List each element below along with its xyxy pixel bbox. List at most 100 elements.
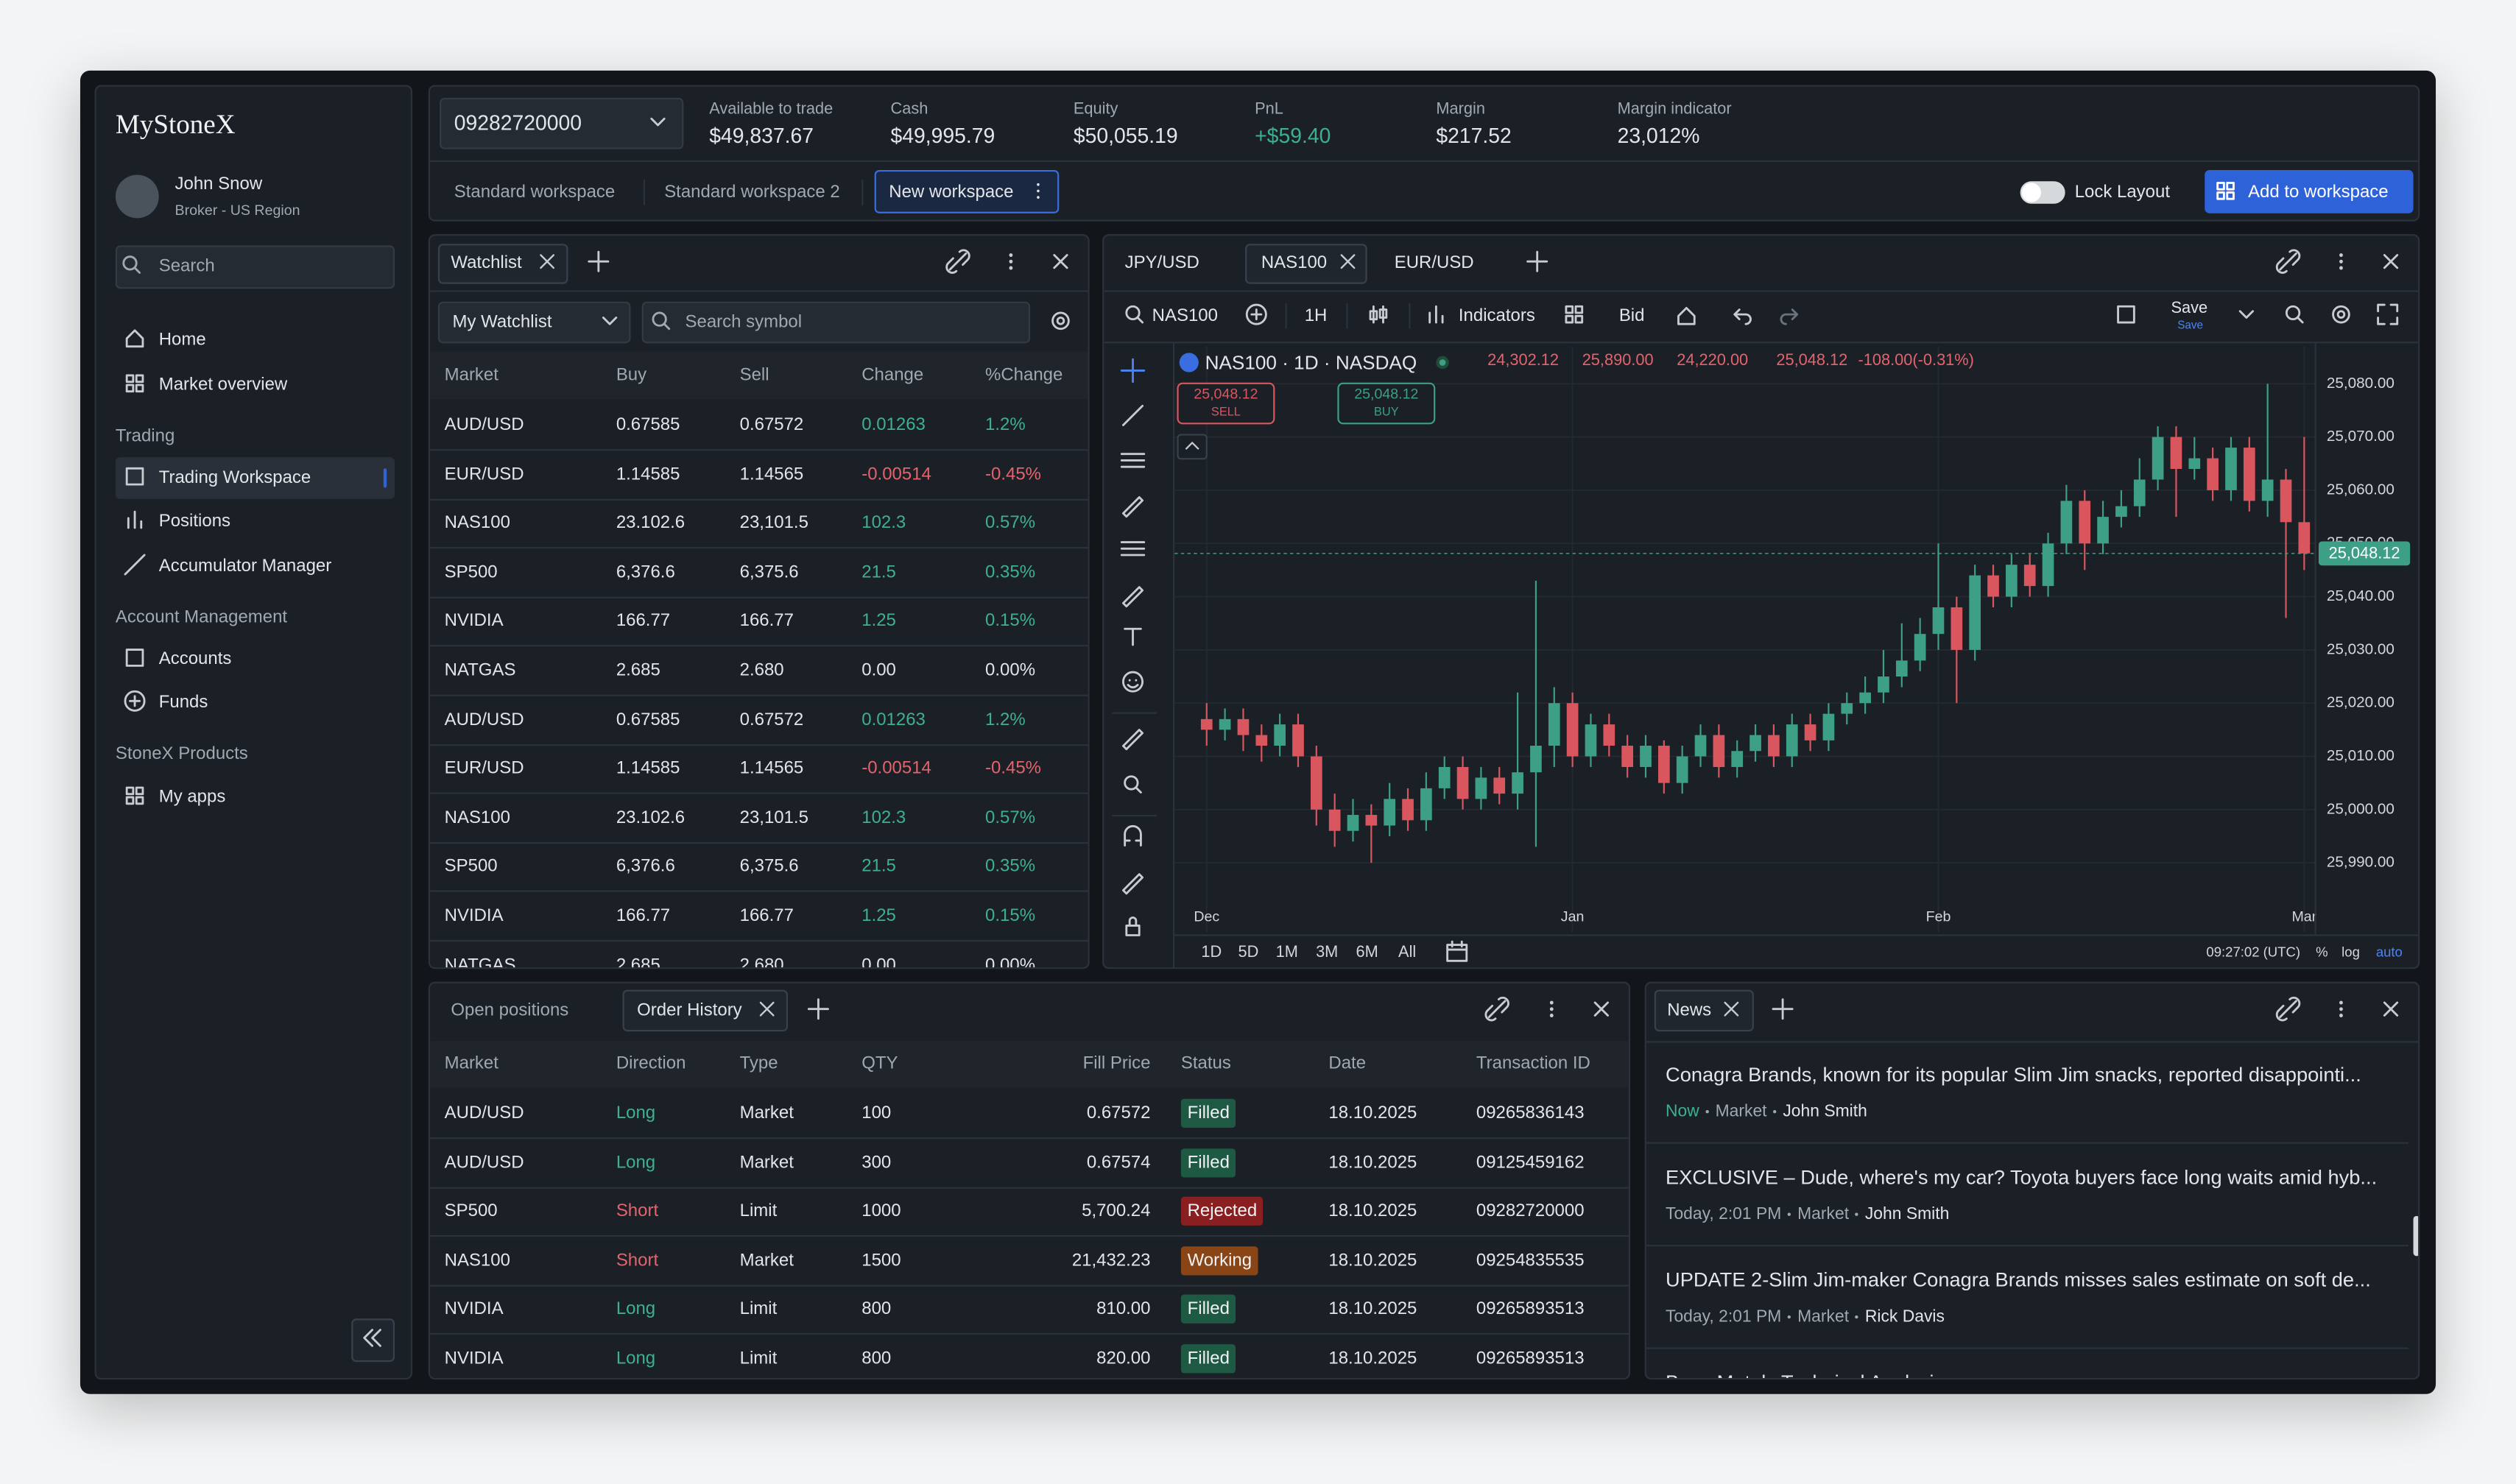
cell: 0.15% bbox=[985, 612, 1036, 632]
workspace-tab-active[interactable] bbox=[874, 169, 1060, 213]
cell: -0.00514 bbox=[861, 464, 931, 484]
cell: Market bbox=[739, 1152, 794, 1173]
indicators[interactable]: Indicators bbox=[1458, 306, 1535, 326]
cell: EUR/USD bbox=[444, 759, 524, 779]
row-divider bbox=[430, 498, 1088, 501]
tool-sep bbox=[1112, 815, 1157, 817]
last-price-label: 25,048.12 bbox=[2329, 544, 2400, 562]
divider bbox=[1646, 1041, 2419, 1043]
tab-label[interactable]: News bbox=[1667, 1000, 1712, 1020]
news-time: Today, 2:01 PM bbox=[1666, 1204, 1782, 1224]
range-button: 3M bbox=[1316, 942, 1338, 961]
candle-body bbox=[1200, 718, 1213, 730]
interval[interactable]: 1H bbox=[1304, 306, 1328, 326]
news-meta: Today, 2:01 PM Market Rick Davis bbox=[1666, 1306, 1945, 1329]
candle-body bbox=[1347, 815, 1359, 831]
nav-item[interactable]: My apps bbox=[158, 787, 226, 808]
candle-body bbox=[1384, 799, 1396, 826]
candle-body bbox=[1292, 724, 1304, 757]
nav-item[interactable]: Home bbox=[158, 330, 206, 350]
column-header: Status bbox=[1180, 1053, 1231, 1073]
search-box[interactable] bbox=[115, 245, 395, 289]
tab-label[interactable]: Watchlist bbox=[451, 253, 522, 273]
sep bbox=[1285, 303, 1287, 329]
row-divider bbox=[430, 1235, 1629, 1237]
ohlc-value: 25,890.00 bbox=[1582, 350, 1654, 369]
search-placeholder: Search bbox=[158, 256, 215, 276]
candle-body bbox=[2225, 448, 2237, 490]
buy-button[interactable] bbox=[1337, 382, 1436, 425]
divider bbox=[861, 180, 864, 205]
row-divider bbox=[430, 940, 1088, 942]
nav-item[interactable]: Funds bbox=[158, 693, 208, 713]
cell: 1.14565 bbox=[739, 759, 804, 779]
chart-tab[interactable]: NAS100 bbox=[1261, 253, 1328, 273]
chart-title: NAS100 · 1D · NASDAQ bbox=[1205, 352, 1417, 374]
add-label[interactable]: Add to workspace bbox=[2248, 183, 2389, 202]
cell: SP500 bbox=[444, 857, 498, 877]
price-source[interactable]: Bid bbox=[1618, 306, 1645, 326]
nav-item[interactable]: Positions bbox=[158, 512, 231, 531]
headline[interactable]: UPDATE 2-Slim Jim-maker Conagra Brands m… bbox=[1666, 1268, 2371, 1292]
cell: Filled bbox=[1180, 1295, 1236, 1324]
candle-body bbox=[1402, 799, 1414, 821]
nav-item[interactable]: Accounts bbox=[158, 649, 232, 669]
y-tick-label: 25,020.00 bbox=[2327, 694, 2395, 711]
cell: NVIDIA bbox=[444, 1349, 504, 1368]
candle-body bbox=[2115, 506, 2127, 517]
separator-dot bbox=[1788, 1315, 1791, 1319]
account-id: 09282720000 bbox=[454, 110, 582, 135]
tool-divider bbox=[1173, 343, 1175, 968]
workspace-tab[interactable]: Standard workspace 2 bbox=[664, 183, 840, 202]
scale-option: log bbox=[2341, 944, 2360, 959]
y-tick-label: 25,010.00 bbox=[2327, 747, 2395, 764]
separator-dot bbox=[1773, 1110, 1777, 1114]
cell: NVIDIA bbox=[444, 906, 504, 926]
candle-body bbox=[1456, 766, 1469, 799]
symbol[interactable]: NAS100 bbox=[1152, 306, 1218, 326]
cell: 18.10.2025 bbox=[1328, 1201, 1417, 1221]
separator-dot bbox=[1855, 1315, 1859, 1319]
ohlc-value: 24,302.12 bbox=[1487, 350, 1559, 369]
tab[interactable]: Order History bbox=[637, 1000, 742, 1020]
column-header: Direction bbox=[616, 1053, 686, 1073]
account-select[interactable] bbox=[440, 97, 684, 149]
candle-body bbox=[1914, 634, 1926, 661]
toggle-knob bbox=[2021, 183, 2041, 202]
add-button[interactable] bbox=[2205, 169, 2414, 213]
headline[interactable]: Base Metals Technical Analysis bbox=[1666, 1371, 1944, 1378]
sell-button[interactable] bbox=[1177, 382, 1275, 425]
chart-tab[interactable]: JPY/USD bbox=[1124, 253, 1199, 273]
divider bbox=[430, 160, 2419, 163]
nav-item[interactable]: Accumulator Manager bbox=[158, 556, 332, 576]
row-divider bbox=[430, 792, 1088, 795]
candle-body bbox=[2152, 437, 2164, 480]
candle-body bbox=[1713, 735, 1725, 767]
list-select[interactable] bbox=[437, 301, 631, 344]
candle-body bbox=[2060, 501, 2073, 544]
save[interactable]: Save bbox=[2171, 300, 2208, 318]
collapse-button[interactable] bbox=[351, 1318, 395, 1363]
cell: Long bbox=[616, 1300, 656, 1320]
tab[interactable]: Open positions bbox=[451, 1000, 569, 1020]
brand: MyStoneX bbox=[115, 109, 236, 140]
headline[interactable]: Conagra Brands, known for its popular Sl… bbox=[1666, 1063, 2361, 1086]
cell: Limit bbox=[739, 1201, 778, 1221]
column-header: Transaction ID bbox=[1476, 1053, 1590, 1073]
stat-label: Cash bbox=[890, 101, 928, 119]
chart-tab[interactable]: EUR/USD bbox=[1394, 253, 1474, 273]
nav-item[interactable]: Trading Workspace bbox=[158, 468, 311, 488]
cell: 0.00 bbox=[861, 660, 896, 680]
symbol-search[interactable] bbox=[641, 301, 1031, 344]
stat-label: Margin indicator bbox=[1617, 101, 1732, 119]
item-divider bbox=[1646, 1245, 2408, 1247]
headline[interactable]: EXCLUSIVE – Dude, where's my car? Toyota… bbox=[1666, 1166, 2378, 1189]
nav-item[interactable]: Market overview bbox=[158, 375, 288, 395]
news-time: Today, 2:01 PM bbox=[1666, 1307, 1782, 1327]
cell: 2.680 bbox=[739, 660, 784, 680]
cell: Short bbox=[616, 1251, 659, 1271]
workspace-tab[interactable]: Standard workspace bbox=[454, 183, 616, 202]
workspace-tab[interactable]: New workspace bbox=[889, 183, 1014, 202]
candle-body bbox=[1237, 718, 1250, 735]
